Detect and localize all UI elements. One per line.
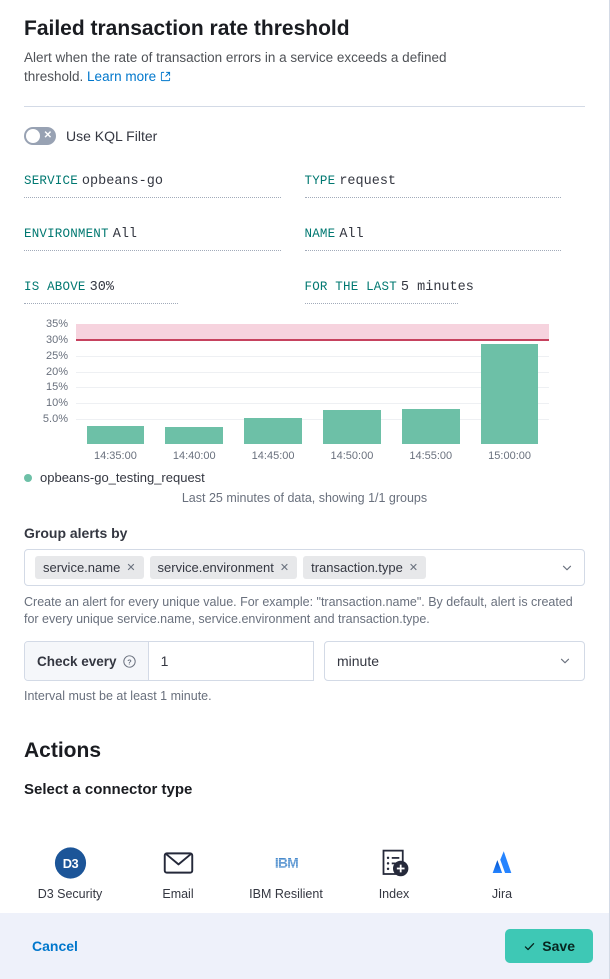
svg-text:?: ? xyxy=(127,657,132,666)
svg-text:D3: D3 xyxy=(62,856,78,871)
